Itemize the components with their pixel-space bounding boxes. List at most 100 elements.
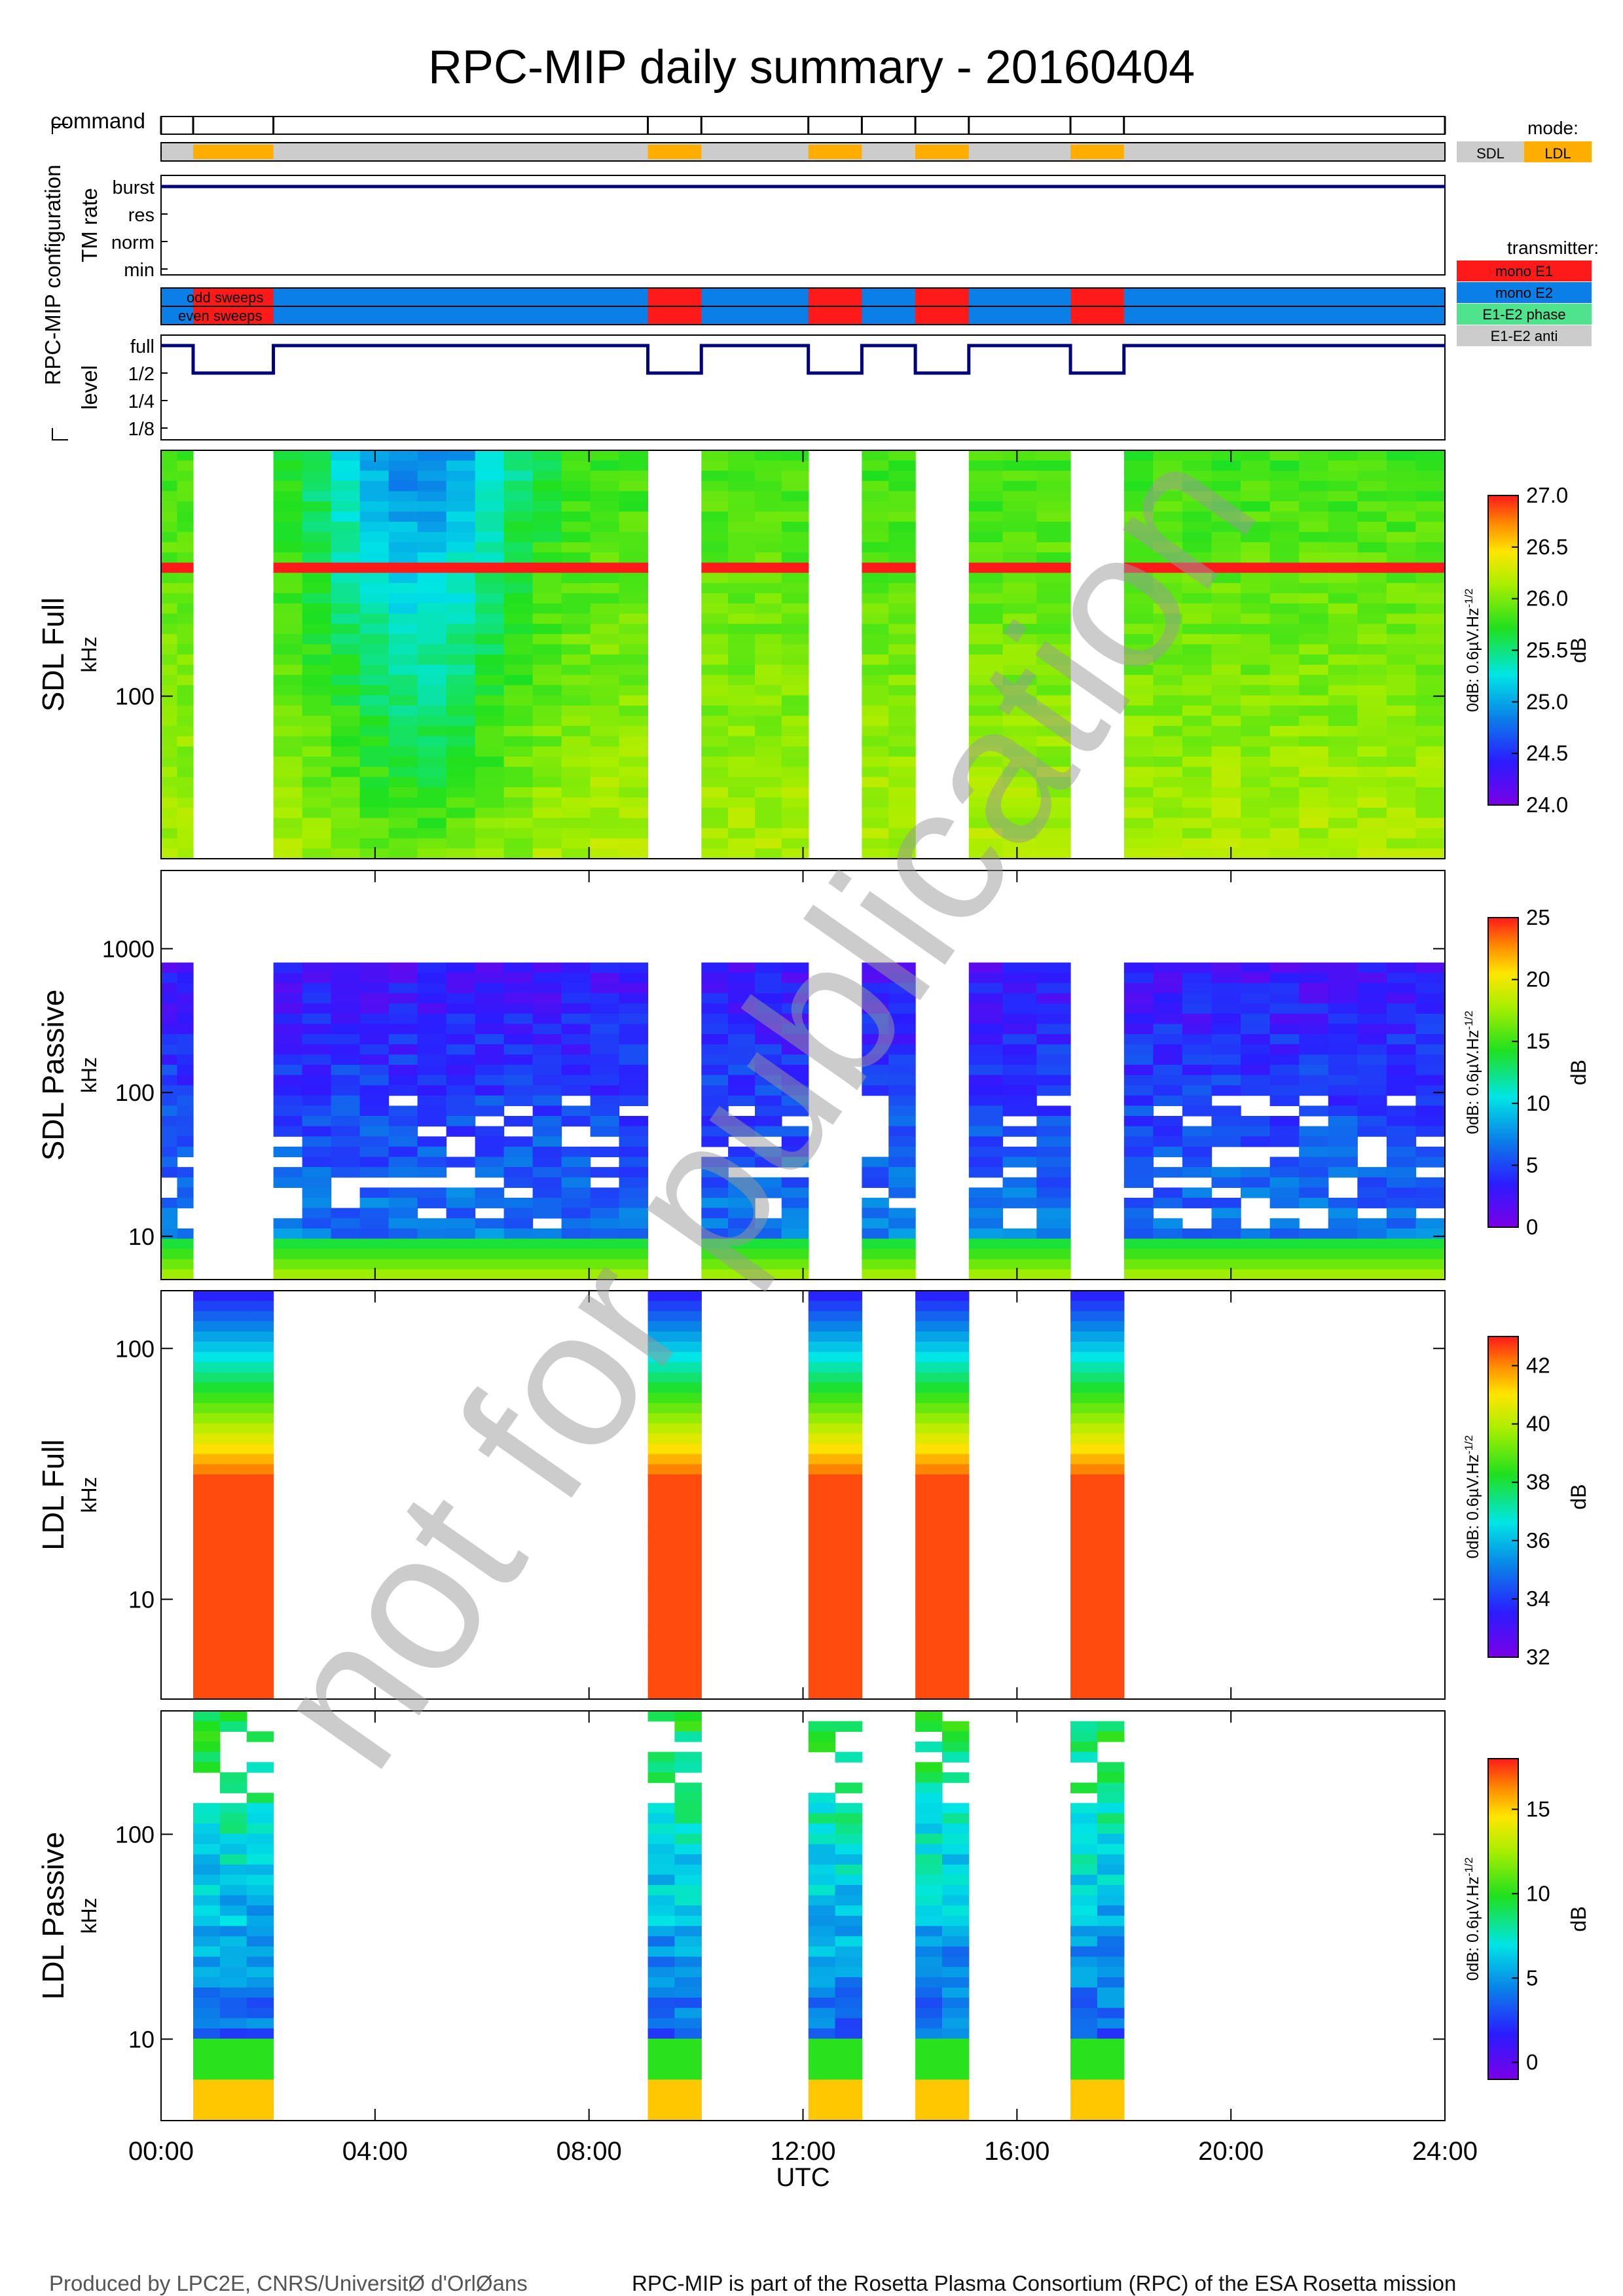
- spectrogram-cell: [1036, 973, 1071, 984]
- spectrogram-cell: [647, 1905, 675, 1916]
- spectrogram-cell: [177, 552, 194, 564]
- spectrogram-cell: [674, 1535, 702, 1547]
- spectrogram-cell: [1415, 757, 1446, 768]
- spectrogram-cell: [532, 460, 562, 471]
- spectrogram-cell: [781, 828, 809, 839]
- spectrogram-cell: [246, 1916, 274, 1927]
- spectrogram-cell: [941, 1607, 970, 1618]
- spectrogram-cell: [1036, 1259, 1071, 1270]
- spectrogram-cell: [1036, 644, 1071, 655]
- spectrogram-cell: [219, 2069, 247, 2081]
- spectrogram-cell: [808, 1967, 836, 1978]
- spectrogram-cell: [1328, 522, 1358, 533]
- spectrogram-cell: [915, 1823, 943, 1835]
- spectrogram-cell: [219, 1535, 247, 1547]
- spectrogram-cell: [532, 1157, 562, 1168]
- spectrogram-cell: [177, 685, 194, 696]
- spectrogram-cell: [417, 511, 447, 522]
- spectrogram-cell: [1036, 1157, 1071, 1168]
- spectrogram-cell: [1036, 603, 1071, 615]
- spectrogram-cell: [1123, 593, 1154, 604]
- spectrogram-cell: [417, 573, 447, 584]
- spectrogram-cell: [1357, 1034, 1387, 1045]
- spectrogram-cell: [1036, 522, 1071, 533]
- spectrogram-cell: [161, 583, 178, 594]
- odd-sweeps-label: odd sweeps: [187, 289, 263, 306]
- spectrogram-cell: [755, 1013, 782, 1024]
- spectrogram-cell: [1386, 746, 1417, 757]
- spectrogram-cell: [619, 583, 649, 594]
- spectrogram-cell: [1153, 736, 1183, 747]
- x-axis-label: UTC: [776, 2163, 830, 2192]
- spectrogram-cell: [915, 1967, 943, 1978]
- spectrogram-cell: [532, 1187, 562, 1198]
- spectrogram-cell: [219, 1711, 247, 1722]
- spectrogram-cell: [968, 757, 1004, 768]
- spectrogram-cell: [177, 1198, 194, 1209]
- spectrogram-cell: [1211, 1085, 1241, 1096]
- spectrogram-cell: [161, 1054, 178, 1066]
- spectrogram-cell: [273, 1013, 303, 1024]
- spectrogram-cell: [532, 573, 562, 584]
- spectrogram-cell: [808, 1587, 836, 1598]
- spectrogram-cell: [1002, 1249, 1037, 1260]
- spectrogram-cell: [755, 973, 782, 984]
- spectrogram-cell: [1153, 511, 1183, 522]
- spectrogram-cell: [388, 655, 418, 666]
- spectrogram-cell: [1211, 808, 1241, 819]
- spectrogram-cell: [1070, 1372, 1098, 1383]
- spectrogram-cell: [331, 552, 361, 564]
- spectrogram-cell: [1070, 1658, 1098, 1669]
- spectrogram-cell: [503, 1198, 534, 1209]
- spectrogram-cell: [1241, 848, 1271, 859]
- spectrogram-cell: [1328, 962, 1358, 973]
- spectrogram-cell: [1182, 757, 1213, 768]
- spectrogram-cell: [246, 1803, 274, 1814]
- spectrogram-cell: [561, 736, 591, 747]
- spectrogram-cell: [1241, 1269, 1271, 1280]
- spectrogram-cell: [835, 1372, 862, 1383]
- colorbar-tick-label: 0: [1526, 1215, 1538, 1239]
- spectrogram-cell: [1002, 982, 1037, 994]
- spectrogram-cell: [161, 613, 178, 624]
- spectrogram-cell: [590, 573, 620, 584]
- spectrogram-cell: [728, 552, 756, 564]
- spectrogram-cell: [808, 2069, 836, 2081]
- spectrogram-cell: [862, 573, 889, 584]
- spectrogram-cell: [728, 573, 756, 584]
- spectrogram-cell: [193, 1291, 221, 1302]
- spectrogram-cell: [1070, 1321, 1098, 1332]
- spectrogram-cell: [619, 644, 649, 655]
- spectrogram-cell: [1328, 715, 1358, 726]
- spectrogram-cell: [1357, 511, 1387, 522]
- spectrogram-cell: [590, 644, 620, 655]
- colorbar-2: [1487, 1336, 1519, 1658]
- spectrogram-cell: [1357, 1064, 1387, 1076]
- spectrogram-cell: [561, 644, 591, 655]
- spectrogram-cell: [590, 501, 620, 512]
- spectrogram-cell: [1070, 1423, 1098, 1434]
- spectrogram-cell: [503, 471, 534, 482]
- spectrogram-cell: [755, 1249, 782, 1260]
- spectrogram-cell: [359, 491, 390, 502]
- spectrogram-cell: [1070, 1998, 1098, 2009]
- spectrogram-cell: [359, 757, 390, 768]
- spectrogram-cell: [273, 562, 303, 573]
- spectrogram-cell: [647, 1977, 675, 1988]
- spectrogram-cell: [674, 1638, 702, 1649]
- spectrogram-cell: [503, 675, 534, 686]
- spectrogram-cell: [755, 1177, 782, 1188]
- spectrogram-cell: [808, 1474, 836, 1485]
- spectrogram-cell: [302, 1054, 332, 1066]
- spectrogram-cell: [388, 973, 418, 984]
- spectrogram-cell: [273, 1085, 303, 1096]
- spectrogram-cell: [532, 817, 562, 829]
- spectrogram-cell: [808, 2018, 836, 2029]
- spectrogram-cell: [417, 777, 447, 788]
- spectrogram-cell: [619, 1054, 649, 1066]
- spectrogram-cell: [359, 624, 390, 635]
- spectrogram-cell: [1299, 1126, 1329, 1137]
- spectrogram-cell: [193, 1556, 221, 1567]
- spectrogram-cell: [446, 706, 476, 717]
- spectrogram-cell: [1070, 1311, 1098, 1322]
